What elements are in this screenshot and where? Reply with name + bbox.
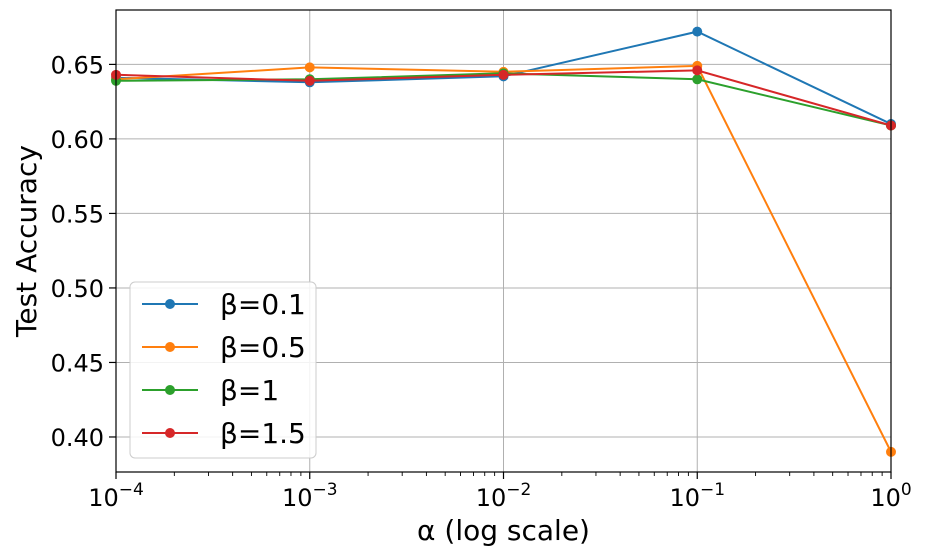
legend-marker: [165, 342, 175, 352]
y-tick-label: 0.45: [51, 349, 104, 377]
data-point: [692, 65, 703, 76]
legend-label: β=0.1: [220, 288, 306, 321]
legend-label: β=0.5: [220, 331, 306, 364]
legend-marker: [165, 385, 175, 395]
x-tick-base: 10: [88, 484, 119, 512]
x-tick-base: 10: [476, 484, 507, 512]
x-tick-label: 100: [870, 480, 911, 512]
x-tick-label: 10−4: [88, 480, 144, 512]
legend-marker: [165, 428, 175, 438]
x-tick-label: 10−2: [476, 480, 532, 512]
x-tick-exponent: −3: [312, 480, 337, 500]
legend-label: β=1: [220, 374, 279, 407]
x-tick-label: 10−1: [669, 480, 725, 512]
y-tick-label: 0.55: [51, 200, 104, 228]
y-tick-label: 0.65: [51, 51, 104, 79]
series-group: [111, 26, 896, 457]
x-tick-exponent: −4: [119, 480, 144, 500]
x-tick-base: 10: [669, 484, 700, 512]
x-tick-label: 10−3: [282, 480, 338, 512]
x-tick-base: 10: [870, 484, 901, 512]
x-axis-label: α (log scale): [417, 514, 590, 547]
x-tick-exponent: 0: [901, 480, 912, 500]
x-tick-base: 10: [282, 484, 313, 512]
x-tick-exponent: −1: [700, 480, 725, 500]
legend-box: [129, 281, 317, 459]
y-tick-label: 0.50: [51, 275, 104, 303]
legend-marker: [165, 299, 175, 309]
data-point: [692, 26, 703, 37]
y-tick-label: 0.40: [51, 424, 104, 452]
x-tick-exponent: −2: [506, 480, 531, 500]
data-point: [304, 75, 315, 86]
legend-label: β=1.5: [220, 417, 306, 450]
y-axis-label: Test Accuracy: [10, 145, 43, 338]
legend: β=0.1 β=0.5 β=1 β=1.5: [129, 281, 317, 459]
data-point: [304, 62, 315, 73]
data-point: [498, 69, 509, 80]
data-point: [692, 74, 703, 85]
y-tick-label: 0.60: [51, 126, 104, 154]
